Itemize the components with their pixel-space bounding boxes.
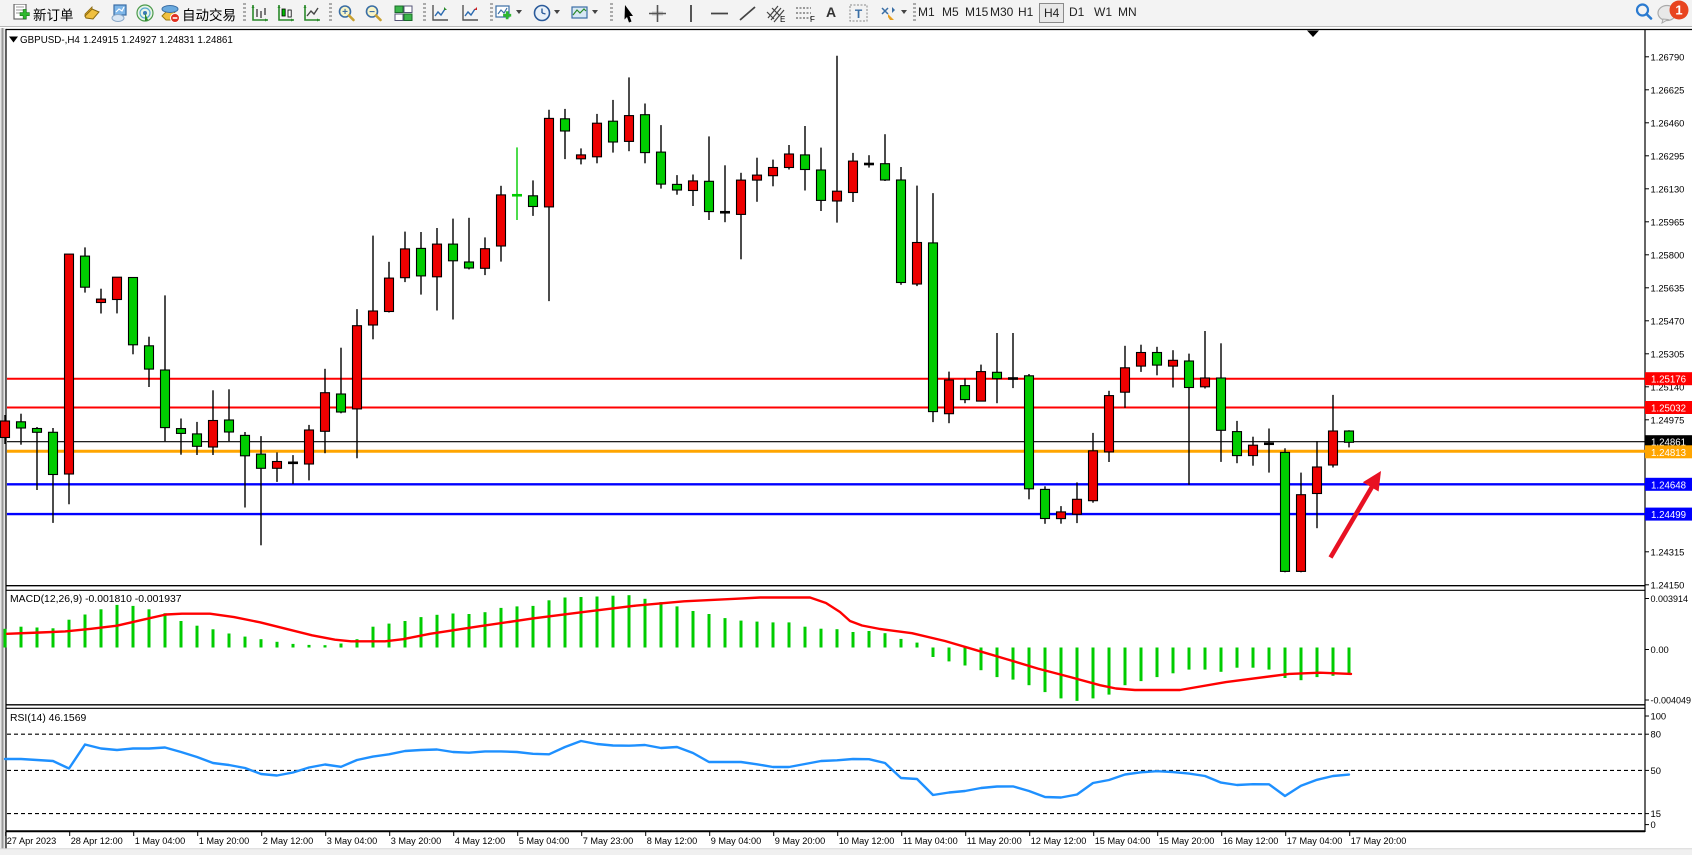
svg-text:1.25032: 1.25032 (1651, 404, 1686, 415)
svg-text:1 May 20:00: 1 May 20:00 (199, 836, 250, 846)
svg-text:-0.004049: -0.004049 (1651, 696, 1692, 706)
svg-text:8 May 12:00: 8 May 12:00 (647, 836, 698, 846)
svg-text:15 May 20:00: 15 May 20:00 (1159, 836, 1215, 846)
svg-text:4 May 12:00: 4 May 12:00 (455, 836, 506, 846)
svg-text:9 May 04:00: 9 May 04:00 (711, 836, 762, 846)
svg-text:11 May 04:00: 11 May 04:00 (903, 836, 958, 846)
svg-text:80: 80 (1651, 729, 1661, 740)
svg-text:+: + (342, 7, 348, 18)
svg-text:0: 0 (1651, 819, 1656, 830)
svg-text:1.25800: 1.25800 (1651, 249, 1685, 260)
svg-text:1.24315: 1.24315 (1651, 546, 1685, 557)
svg-text:50: 50 (1651, 765, 1661, 776)
svg-text:MACD(12,26,9) -0.001810 -0.001: MACD(12,26,9) -0.001810 -0.001937 (10, 594, 182, 605)
svg-text:100: 100 (1651, 711, 1667, 722)
svg-text:7 May 23:00: 7 May 23:00 (583, 836, 634, 846)
svg-text:1.26295: 1.26295 (1651, 150, 1685, 161)
svg-text:1.24648: 1.24648 (1651, 480, 1686, 491)
svg-text:1.24150: 1.24150 (1651, 579, 1685, 590)
svg-text:1.24499: 1.24499 (1651, 510, 1686, 521)
svg-text:5 May 04:00: 5 May 04:00 (519, 836, 570, 846)
svg-text:1.24861: 1.24861 (1651, 438, 1686, 449)
svg-text:1.25140: 1.25140 (1651, 381, 1685, 392)
svg-text:1.25965: 1.25965 (1651, 216, 1685, 227)
svg-text:0.003914: 0.003914 (1651, 594, 1689, 604)
svg-text:15 May 04:00: 15 May 04:00 (1095, 836, 1151, 846)
svg-text:−: − (369, 7, 375, 18)
svg-text:10 May 12:00: 10 May 12:00 (839, 836, 895, 846)
svg-text:17 May 04:00: 17 May 04:00 (1287, 836, 1343, 846)
svg-text:1.25470: 1.25470 (1651, 315, 1685, 326)
svg-text:3 May 04:00: 3 May 04:00 (327, 836, 378, 846)
svg-text:28 Apr 12:00: 28 Apr 12:00 (71, 836, 123, 846)
svg-text:1.26130: 1.26130 (1651, 183, 1685, 194)
svg-text:RSI(14) 46.1569: RSI(14) 46.1569 (10, 713, 86, 724)
svg-text:F: F (810, 15, 815, 23)
svg-text:1.26790: 1.26790 (1651, 51, 1685, 62)
svg-text:GBPUSD-,H4: GBPUSD-,H4 (20, 35, 80, 46)
svg-text:1.26625: 1.26625 (1651, 84, 1685, 95)
svg-text:1.25305: 1.25305 (1651, 348, 1685, 359)
svg-text:1.24975: 1.24975 (1651, 414, 1685, 425)
svg-text:27 Apr 2023: 27 Apr 2023 (7, 836, 57, 846)
svg-text:16 May 12:00: 16 May 12:00 (1223, 836, 1279, 846)
svg-text:T: T (855, 7, 863, 21)
svg-text:11 May 20:00: 11 May 20:00 (967, 836, 1022, 846)
svg-text:15: 15 (1651, 808, 1661, 819)
svg-text:12 May 12:00: 12 May 12:00 (1031, 836, 1087, 846)
svg-text:9 May 20:00: 9 May 20:00 (775, 836, 826, 846)
svg-text:2 May 12:00: 2 May 12:00 (263, 836, 314, 846)
svg-text:1.26460: 1.26460 (1651, 117, 1685, 128)
svg-text:1 May 04:00: 1 May 04:00 (135, 836, 186, 846)
svg-text:1.24813: 1.24813 (1651, 448, 1686, 459)
svg-text:3 May 20:00: 3 May 20:00 (391, 836, 442, 846)
svg-text:0.00: 0.00 (1651, 644, 1669, 655)
svg-text:1: 1 (1675, 3, 1682, 18)
svg-text:E: E (780, 15, 785, 23)
svg-text:17 May 20:00: 17 May 20:00 (1351, 836, 1407, 846)
svg-text:1.25635: 1.25635 (1651, 282, 1685, 293)
svg-text:1.25176: 1.25176 (1651, 375, 1686, 386)
svg-text:1.24915 1.24927 1.24831 1.2486: 1.24915 1.24927 1.24831 1.24861 (83, 35, 233, 46)
